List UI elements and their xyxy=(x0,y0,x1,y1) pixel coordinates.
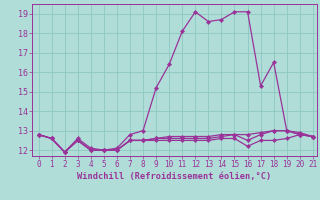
X-axis label: Windchill (Refroidissement éolien,°C): Windchill (Refroidissement éolien,°C) xyxy=(77,172,272,181)
